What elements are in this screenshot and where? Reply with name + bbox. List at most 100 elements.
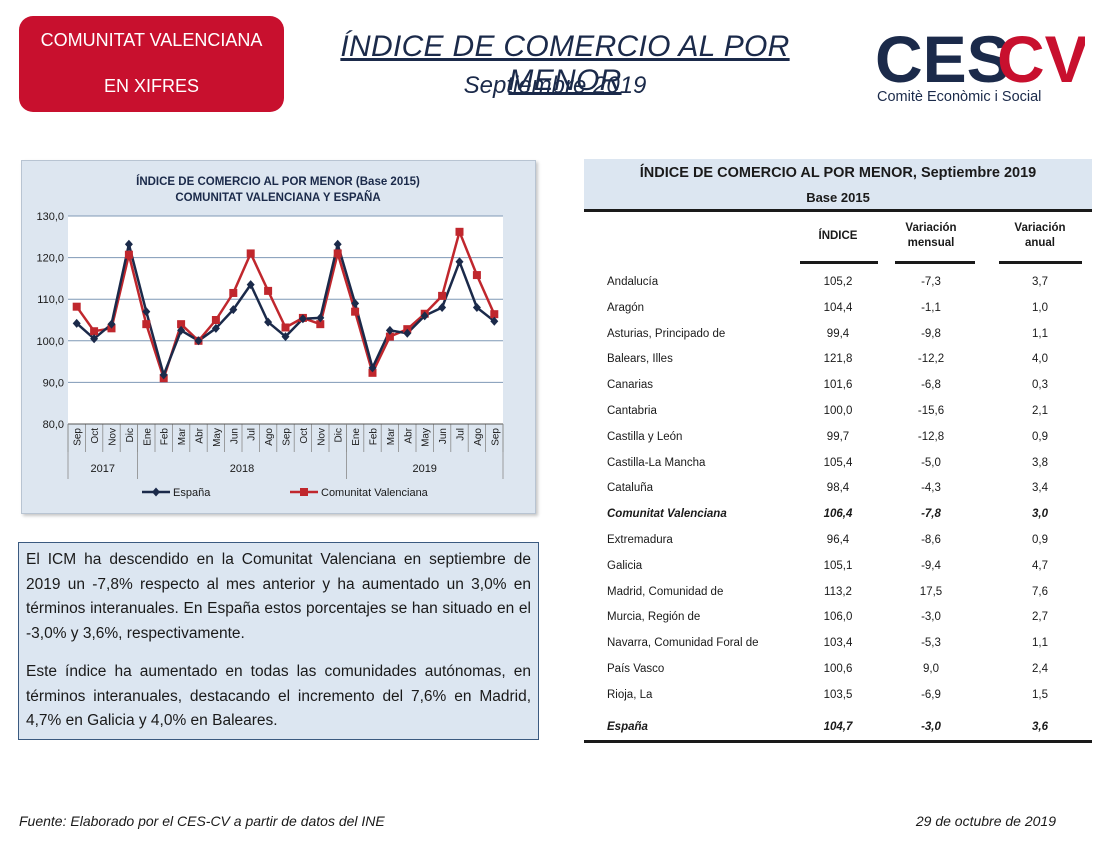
data-point-espana: [194, 336, 203, 346]
line-chart: ÍNDICE DE COMERCIO AL POR MENOR (Base 20…: [36, 175, 504, 499]
data-point-comunitat-valenciana: [229, 288, 238, 297]
year-group-label: 2017: [91, 463, 115, 475]
x-tick-label: Dic: [334, 428, 345, 442]
row-variacion-anual: 0,3: [1032, 379, 1048, 392]
data-point-espana: [159, 370, 168, 380]
page-title: ÍNDICE DE COMERCIO AL POR MENOR: [340, 30, 790, 97]
x-tick-label: Mar: [386, 427, 397, 445]
row-variacion-anual: 2,1: [1032, 405, 1048, 417]
row-region: Extremadura: [607, 534, 673, 546]
row-variacion-anual: 1,5: [1032, 688, 1048, 701]
summary-paragraph-2: Este índice ha aumentado en todas las co…: [26, 663, 531, 729]
col-header-mensual-line2: mensual: [907, 237, 955, 249]
row-region: Canarias: [607, 379, 654, 392]
data-point-espana: [177, 325, 186, 335]
x-tick-label: Abr: [403, 427, 414, 443]
data-point-espana: [211, 323, 220, 333]
row-region: Cataluña: [607, 482, 654, 495]
col-underline-mensual: [895, 261, 975, 264]
data-point-comunitat-valenciana: [264, 286, 273, 295]
col-underline-anual: [999, 261, 1082, 264]
summary-paragraph-1: El ICM ha descendido en la Comunitat Val…: [26, 551, 531, 642]
row-variacion-mensual: 9,0: [923, 663, 939, 675]
table-row: Asturias, Principado de 99,4 -9,8 1,1: [584, 323, 1092, 349]
data-point-comunitat-valenciana: [385, 332, 394, 341]
chart-frame: ÍNDICE DE COMERCIO AL POR MENOR (Base 20…: [21, 160, 536, 514]
col-header-anual-line1: Variación: [1014, 222, 1066, 234]
row-region: Madrid, Comunidad de: [607, 585, 724, 598]
x-tick-label: May: [421, 428, 432, 447]
x-tick-label: Ago: [473, 428, 484, 446]
data-point-comunitat-valenciana: [333, 249, 342, 258]
data-point-espana: [385, 325, 394, 335]
col-header-mensual-line1: Variación: [905, 222, 957, 234]
data-point-espana: [90, 334, 99, 344]
x-tick-label: Nov: [108, 428, 119, 446]
row-indice: 105,2: [823, 276, 853, 288]
data-point-espana: [403, 328, 412, 338]
data-point-comunitat-valenciana: [316, 320, 325, 329]
legend-marker: [300, 488, 308, 496]
y-tick-label: 120,0: [36, 253, 64, 265]
plot-area: [68, 216, 503, 424]
row-region: Castilla y León: [607, 430, 683, 443]
table-header: ÍNDICE DE COMERCIO AL POR MENOR, Septiem…: [584, 159, 1092, 212]
x-tick-label: Nov: [316, 428, 327, 446]
ces-cv-logo: CES CV Comitè Econòmic i Social: [875, 24, 1085, 105]
table-row: Madrid, Comunidad de 113,2 17,5 7,6: [584, 581, 1092, 607]
badge-line-2: EN XIFRES: [103, 76, 200, 96]
data-point-espana: [420, 311, 429, 321]
col-header-mensual: Variación mensual: [891, 221, 971, 251]
table-row: Castilla y León 99,7 -12,8 0,9: [584, 426, 1092, 452]
row-variacion-mensual: -1,1: [921, 301, 941, 314]
row-variacion-mensual: -4,3: [921, 482, 941, 495]
y-tick-label: 90,0: [43, 377, 64, 389]
x-tick-label: Jun: [229, 428, 240, 444]
data-point-comunitat-valenciana: [490, 310, 499, 319]
logo-cv-text: CV: [997, 24, 1085, 96]
data-point-comunitat-valenciana: [177, 320, 186, 329]
row-region: Rioja, La: [607, 688, 653, 701]
x-tick-label: Abr: [195, 427, 206, 443]
x-tick-label: May: [212, 428, 223, 447]
row-region: España: [607, 721, 648, 733]
table-row: Balears, Illes 121,8 -12,2 4,0: [584, 348, 1092, 374]
section-badge: COMUNITAT VALENCIANA EN XIFRES: [19, 16, 284, 112]
row-variacion-mensual: -15,6: [917, 405, 945, 417]
data-point-comunitat-valenciana: [124, 250, 133, 259]
x-tick-label: Ago: [264, 428, 275, 446]
legend-label: España: [173, 487, 211, 499]
data-point-comunitat-valenciana: [368, 368, 377, 377]
data-point-espana: [124, 239, 133, 249]
x-tick-label: Jul: [456, 428, 467, 441]
x-tick-label: Ene: [351, 428, 362, 446]
data-point-espana: [298, 314, 307, 324]
row-indice: 99,4: [826, 327, 850, 340]
row-indice: 106,0: [823, 611, 853, 624]
row-variacion-mensual: -3,0: [921, 721, 941, 733]
table-bottom-rule: [584, 740, 1092, 743]
row-variacion-anual: 7,6: [1032, 585, 1048, 598]
year-group-label: 2018: [230, 463, 254, 475]
row-variacion-mensual: 17,5: [919, 585, 943, 598]
data-point-espana: [316, 313, 325, 323]
data-point-comunitat-valenciana: [438, 291, 447, 300]
row-variacion-mensual: -9,8: [921, 327, 941, 340]
chart-title: ÍNDICE DE COMERCIO AL POR MENOR (Base 20…: [136, 175, 420, 188]
data-point-espana: [281, 332, 290, 342]
row-indice: 100,0: [823, 405, 853, 417]
table-row: Galicia 105,1 -9,4 4,7: [584, 555, 1092, 581]
row-region: Asturias, Principado de: [607, 327, 726, 340]
data-point-comunitat-valenciana: [455, 227, 464, 236]
data-point-espana: [455, 257, 464, 267]
row-variacion-anual: 1,1: [1032, 637, 1048, 650]
x-tick-label: Sep: [282, 428, 293, 446]
table-row: Canarias 101,6 -6,8 0,3: [584, 374, 1092, 400]
table-row: Navarra, Comunidad Foral de 103,4 -5,3 1,1: [584, 632, 1092, 658]
table-row: Comunitat Valenciana 106,4 -7,8 3,0: [584, 503, 1092, 529]
y-tick-label: 110,0: [37, 294, 64, 306]
data-point-comunitat-valenciana: [142, 320, 151, 329]
x-tick-label: Feb: [369, 428, 380, 446]
table-row: Extremadura 96,4 -8,6 0,9: [584, 529, 1092, 555]
data-point-espana: [72, 318, 81, 328]
